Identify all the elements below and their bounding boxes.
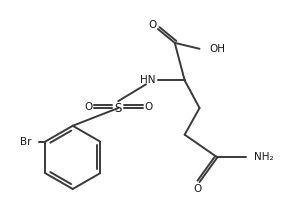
Text: Br: Br	[20, 137, 31, 147]
Text: OH: OH	[209, 44, 225, 54]
Text: O: O	[84, 102, 93, 112]
Text: S: S	[115, 102, 122, 115]
Text: NH₂: NH₂	[254, 152, 274, 162]
Text: HN: HN	[140, 75, 156, 85]
Text: O: O	[149, 20, 157, 30]
Text: O: O	[144, 102, 152, 112]
Text: O: O	[193, 184, 202, 194]
